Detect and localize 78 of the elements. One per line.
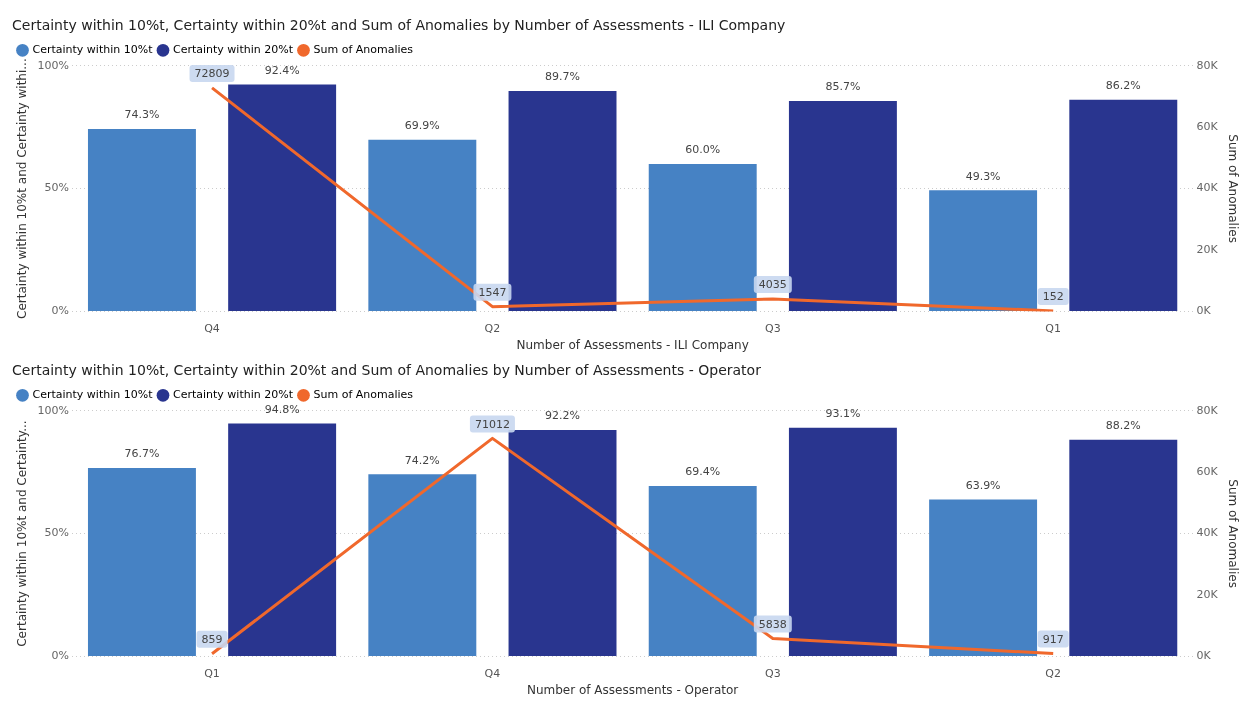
bar <box>929 499 1038 656</box>
data-label: 5838 <box>758 617 787 631</box>
bar <box>648 164 757 311</box>
bar <box>87 468 196 656</box>
legend-label: Certainty within 20%t <box>173 43 294 57</box>
x-tick-label: Q4 <box>484 666 501 680</box>
y-axis-title: Certainty within 10%t and Certainty... <box>15 420 30 647</box>
legend-label: Sum of Anomalies <box>313 43 414 57</box>
data-label: 72809 <box>194 67 230 81</box>
data-label: 74.3% <box>124 108 160 122</box>
data-label: 71012 <box>474 417 510 431</box>
y-tick-label: 0% <box>51 304 69 318</box>
data-label: 92.4% <box>264 63 300 77</box>
data-label: 92.2% <box>545 409 580 423</box>
y2-tick-label: 0K <box>1196 304 1212 318</box>
y-axis-title: Certainty within 10%t and Certainty withi... <box>15 58 30 319</box>
y2-tick-label: 20K <box>1196 242 1219 256</box>
y2-axis-title: Sum of Anomalies <box>1225 134 1240 243</box>
y2-tick-label: 80K <box>1196 58 1219 72</box>
bar <box>508 91 617 311</box>
data-label: 4035 <box>758 278 787 292</box>
y-tick-label: 50% <box>44 526 69 540</box>
x-tick-label: Q3 <box>764 321 781 335</box>
y2-tick-label: 20K <box>1196 587 1219 601</box>
x-tick-label: Q1 <box>204 666 220 680</box>
bar <box>368 474 477 656</box>
bar <box>228 423 337 656</box>
data-label: 89.7% <box>545 70 580 84</box>
data-label: 69.9% <box>404 119 440 133</box>
x-axis-title: Number of Assessments - ILI Company <box>516 337 749 352</box>
y2-tick-label: 60K <box>1196 120 1219 134</box>
y-tick-label: 50% <box>44 181 69 195</box>
data-label: 49.3% <box>965 169 1001 183</box>
bar <box>508 429 617 656</box>
x-tick-label: Q4 <box>204 321 220 335</box>
y2-tick-label: 40K <box>1196 526 1219 540</box>
legend-label: Certainty within 10%t <box>32 43 154 57</box>
data-label: 85.7% <box>825 80 861 94</box>
y2-tick-label: 60K <box>1196 465 1219 479</box>
data-label: 69.4% <box>685 465 721 479</box>
data-label: 152 <box>1042 290 1064 304</box>
data-label: 60.0% <box>685 143 721 157</box>
y2-tick-label: 40K <box>1196 181 1219 195</box>
data-label: 86.2% <box>1105 79 1141 93</box>
bar <box>87 128 196 311</box>
bar <box>228 84 337 311</box>
data-label: 94.8% <box>264 402 300 416</box>
bar <box>368 139 477 311</box>
x-axis-title: Number of Assessments - Operator <box>526 682 739 697</box>
x-tick-label: Q3 <box>764 666 781 680</box>
data-label: 917 <box>1042 632 1064 646</box>
chart-title: Certainty within 10%t, Certainty within 20%t and Sum of Anomalies by Number of Assessments - ILI Company <box>12 17 786 34</box>
data-label: 1547 <box>478 286 507 300</box>
bar <box>788 427 897 656</box>
x-tick-label: Q2 <box>1045 666 1062 680</box>
data-label: 76.7% <box>124 447 160 461</box>
y2-tick-label: 0K <box>1196 649 1212 663</box>
data-label: 88.2% <box>1105 419 1141 433</box>
y2-tick-label: 80K <box>1196 403 1219 417</box>
x-tick-label: Q1 <box>1045 321 1062 335</box>
data-label: 859 <box>201 633 223 647</box>
y-tick-label: 100% <box>37 403 69 417</box>
bar <box>1069 439 1178 656</box>
legend-label: Certainty within 20%t <box>173 388 294 402</box>
legend-label: Certainty within 10%t <box>32 388 154 402</box>
bar <box>1069 99 1178 311</box>
chart-title: Certainty within 10%t, Certainty within 20%t and Sum of Anomalies by Number of Assessments - Operator <box>12 362 762 379</box>
data-label: 74.2% <box>404 453 440 467</box>
data-label: 63.9% <box>965 478 1001 492</box>
bar <box>929 190 1038 311</box>
bar <box>648 485 757 656</box>
legend-label: Sum of Anomalies <box>313 388 414 402</box>
x-tick-label: Q2 <box>484 321 501 335</box>
bar <box>788 100 897 311</box>
y-tick-label: 0% <box>51 649 69 663</box>
y-tick-label: 100% <box>37 58 69 72</box>
y2-axis-title: Sum of Anomalies <box>1225 479 1240 588</box>
data-label: 93.1% <box>825 407 861 421</box>
